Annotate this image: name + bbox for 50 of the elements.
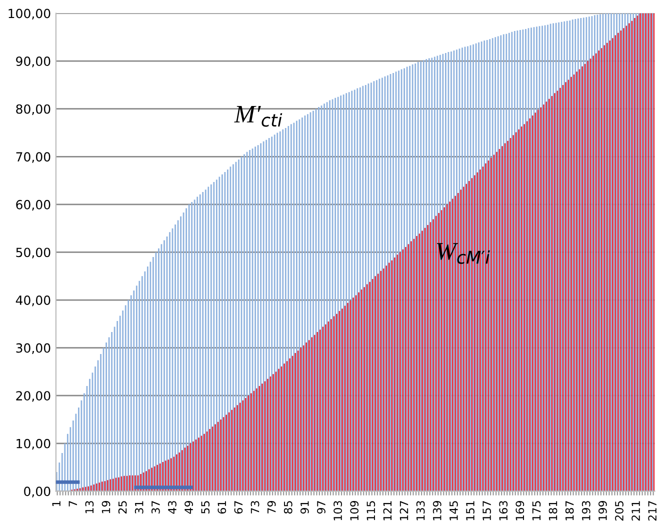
y-tick-label: 0,00 [24, 486, 50, 498]
x-tick-label: 157 [482, 501, 491, 520]
y-tick-label: 50,00 [16, 248, 50, 258]
y-tick-label: 100,00 [8, 8, 50, 20]
x-tick-label: 193 [582, 501, 590, 520]
x-tick-label: 13 [85, 501, 94, 514]
x-tick-label: 31 [134, 501, 144, 514]
x-tick-label: 211 [632, 501, 640, 521]
series-label: M′$_{cti}$ [234, 106, 282, 127]
x-tick-label: 187 [565, 501, 574, 520]
x-tick-label: 73 [250, 501, 260, 514]
x-tick-label: 103 [334, 501, 342, 520]
y-tick-label: 80,00 [16, 104, 50, 116]
y-tick-label: 10,00 [16, 438, 50, 450]
x-tick-label: 181 [548, 501, 558, 520]
x-tick-label: 145 [450, 501, 458, 520]
x-tick-label: 217 [648, 501, 656, 521]
y-tick-label: 30,00 [16, 343, 50, 354]
x-tick-label: 43 [168, 501, 176, 514]
x-tick-label: 1 [52, 501, 60, 506]
x-tick-label: 37 [151, 501, 160, 514]
x-tick-label: 61 [218, 501, 226, 514]
x-tick-label: 109 [350, 500, 359, 520]
x-tick-label: 139 [432, 500, 442, 520]
x-tick-label: 199 [598, 500, 607, 520]
x-tick-label: 55 [201, 501, 210, 514]
y-tick-label: 20,00 [16, 391, 50, 402]
y-tick-label: 60,00 [16, 200, 50, 211]
x-tick-label: 79 [267, 500, 276, 514]
x-tick-label: 151 [466, 501, 474, 520]
x-tick-label: 91 [300, 501, 309, 514]
x-tick-label: 115 [366, 501, 376, 520]
x-tick-label: 19 [102, 500, 110, 514]
x-tick-label: 163 [499, 501, 508, 520]
x-tick-label: 85 [284, 501, 292, 514]
x-tick-label: 205 [615, 501, 624, 521]
x-tick-label: 25 [118, 501, 127, 514]
x-tick-label: 67 [234, 501, 243, 514]
y-tick-label: 70,00 [16, 152, 50, 163]
x-tick-label: 49 [184, 500, 193, 514]
y-tick-label: 40,00 [16, 295, 50, 306]
x-tick-label: 169 [516, 500, 524, 520]
x-tick-label: 121 [383, 501, 392, 520]
x-tick-label: 175 [532, 501, 541, 520]
x-tick-label: 7 [68, 501, 77, 506]
y-tick-label: 90,00 [16, 56, 50, 68]
x-tick-label: 133 [416, 501, 425, 520]
x-tick-label: 127 [400, 501, 408, 520]
x-tick-label: 97 [317, 501, 326, 514]
series-label: W$_{cM′i}$ [436, 243, 490, 264]
